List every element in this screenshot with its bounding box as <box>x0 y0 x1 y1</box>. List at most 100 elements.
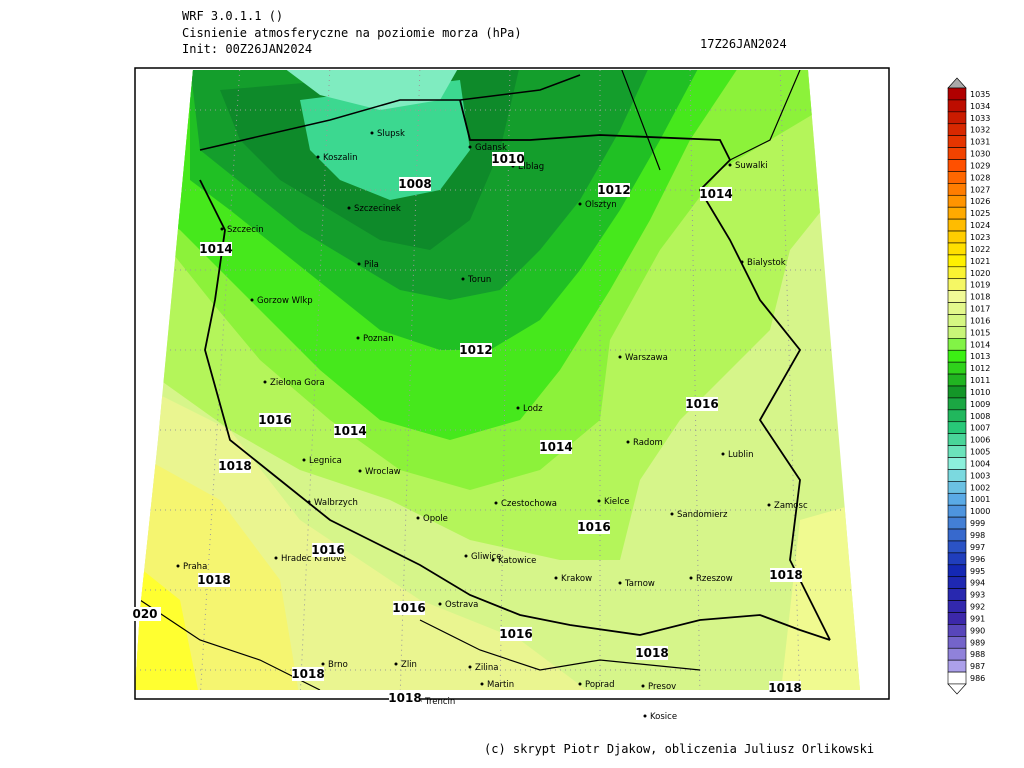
city-marker <box>480 682 484 686</box>
contour-label-bg <box>259 413 291 427</box>
colorbar-cell <box>947 504 967 518</box>
borders <box>139 70 831 690</box>
city-marker <box>554 576 558 580</box>
city-marker <box>347 206 351 210</box>
city-label: Lodz <box>523 404 543 414</box>
colorbar-label: 1002 <box>970 483 990 492</box>
colorbar-label: 1000 <box>970 507 990 516</box>
city-label: Czestochowa <box>501 499 557 509</box>
colorbar-cell <box>947 659 967 673</box>
city-marker <box>263 380 267 384</box>
colorbar-label: 994 <box>970 579 985 588</box>
city-marker <box>689 576 693 580</box>
colorbar-cell <box>947 492 967 506</box>
colorbar-label: 1032 <box>970 126 990 135</box>
map-title: Cisnienie atmosferyczne na poziomie morz… <box>182 26 522 40</box>
city-marker <box>316 155 320 159</box>
colorbar-label: 1011 <box>970 376 990 385</box>
colorbar-cell <box>947 516 967 530</box>
colorbar-cell <box>947 397 967 411</box>
colorbar-bottom-arrow <box>947 683 967 695</box>
city-marker <box>728 163 732 167</box>
city-marker <box>578 682 582 686</box>
colorbar-cell <box>947 671 967 685</box>
contour-label-bg <box>393 601 425 615</box>
city-label: Radom <box>633 438 663 448</box>
city-marker <box>643 714 647 718</box>
colorbar-cell <box>947 147 967 160</box>
colorbar-label: 1021 <box>970 257 990 266</box>
colorbar-label: 988 <box>970 650 985 659</box>
city-marker <box>307 500 311 504</box>
colorbar-label: 999 <box>970 519 985 528</box>
contour-label-bg <box>769 681 801 695</box>
contour-label-bg <box>598 183 630 197</box>
colorbar-label: 1025 <box>970 209 990 218</box>
colorbar-cell <box>947 576 967 589</box>
city-marker <box>740 260 744 264</box>
contour-label: 1014 <box>199 242 232 256</box>
city-label: Olsztyn <box>585 200 617 210</box>
city-marker <box>641 684 645 688</box>
city-marker <box>597 499 601 503</box>
colorbar-cell <box>947 421 967 434</box>
city-label: Martin <box>487 680 514 690</box>
colorbar-cell <box>947 600 967 613</box>
city-marker <box>220 227 224 231</box>
colorbar-label: 989 <box>970 638 985 647</box>
colorbar-top-arrow <box>947 77 967 89</box>
contour-label-bg <box>636 646 668 660</box>
contour-label-bg <box>389 691 421 705</box>
colorbar-label: 1012 <box>970 364 990 373</box>
city-label: Legnica <box>309 456 342 466</box>
colorbar-cell <box>947 624 967 637</box>
contour-label: 1016 <box>499 627 532 641</box>
city-label: Opole <box>423 514 448 524</box>
contour-label: 1014 <box>539 440 572 454</box>
graticule <box>140 70 860 690</box>
contour-label: 1016 <box>392 601 425 615</box>
city-label: Elblag <box>518 162 544 172</box>
colorbar-cell <box>947 409 967 423</box>
valid-label: 17Z26JAN2024 <box>700 37 787 51</box>
contour-label-bg <box>219 459 251 473</box>
contour-label-bg <box>399 177 431 191</box>
city-label: Zielona Gora <box>270 378 325 388</box>
city-label: Suwalki <box>735 161 768 171</box>
colorbar-cell <box>947 349 967 363</box>
colorbar-label: 1006 <box>970 436 990 445</box>
colorbar-cell <box>947 314 967 327</box>
contour-label: 1018 <box>768 681 801 695</box>
colorbar-cell <box>947 647 967 661</box>
colorbar-cell <box>947 540 967 554</box>
colorbar-cell <box>947 457 967 470</box>
colorbar-label: 1029 <box>970 161 990 170</box>
city-marker <box>416 516 420 520</box>
city-label: Torun <box>467 275 491 285</box>
colorbar-label: 995 <box>970 567 985 576</box>
colorbar-label: 1031 <box>970 138 990 147</box>
city-label: Zilina <box>475 663 499 673</box>
city-label: Tarnow <box>624 579 655 589</box>
city-marker <box>357 262 361 266</box>
colorbar-label: 1015 <box>970 328 990 337</box>
contour-label: 1016 <box>685 397 718 411</box>
city-marker <box>438 602 442 606</box>
colorbar-label: 1016 <box>970 316 990 325</box>
city-label: Trencin <box>424 697 455 707</box>
colorbar-cell <box>947 111 967 125</box>
city-label: Zamosc <box>774 501 808 511</box>
colorbar-cell <box>947 218 967 232</box>
city-label: Walbrzych <box>314 498 358 508</box>
city-label: Szczecin <box>227 225 264 235</box>
city-label: Brno <box>328 660 348 670</box>
colorbar-label: 1028 <box>970 173 990 182</box>
city-marker <box>250 298 254 302</box>
contour-label: 1018 <box>769 568 802 582</box>
city-marker <box>626 440 630 444</box>
city-label: Rzeszow <box>696 574 733 584</box>
colorbar-label: 1034 <box>970 102 990 111</box>
colorbar-cell <box>947 528 967 542</box>
colorbar-cell <box>947 123 967 136</box>
